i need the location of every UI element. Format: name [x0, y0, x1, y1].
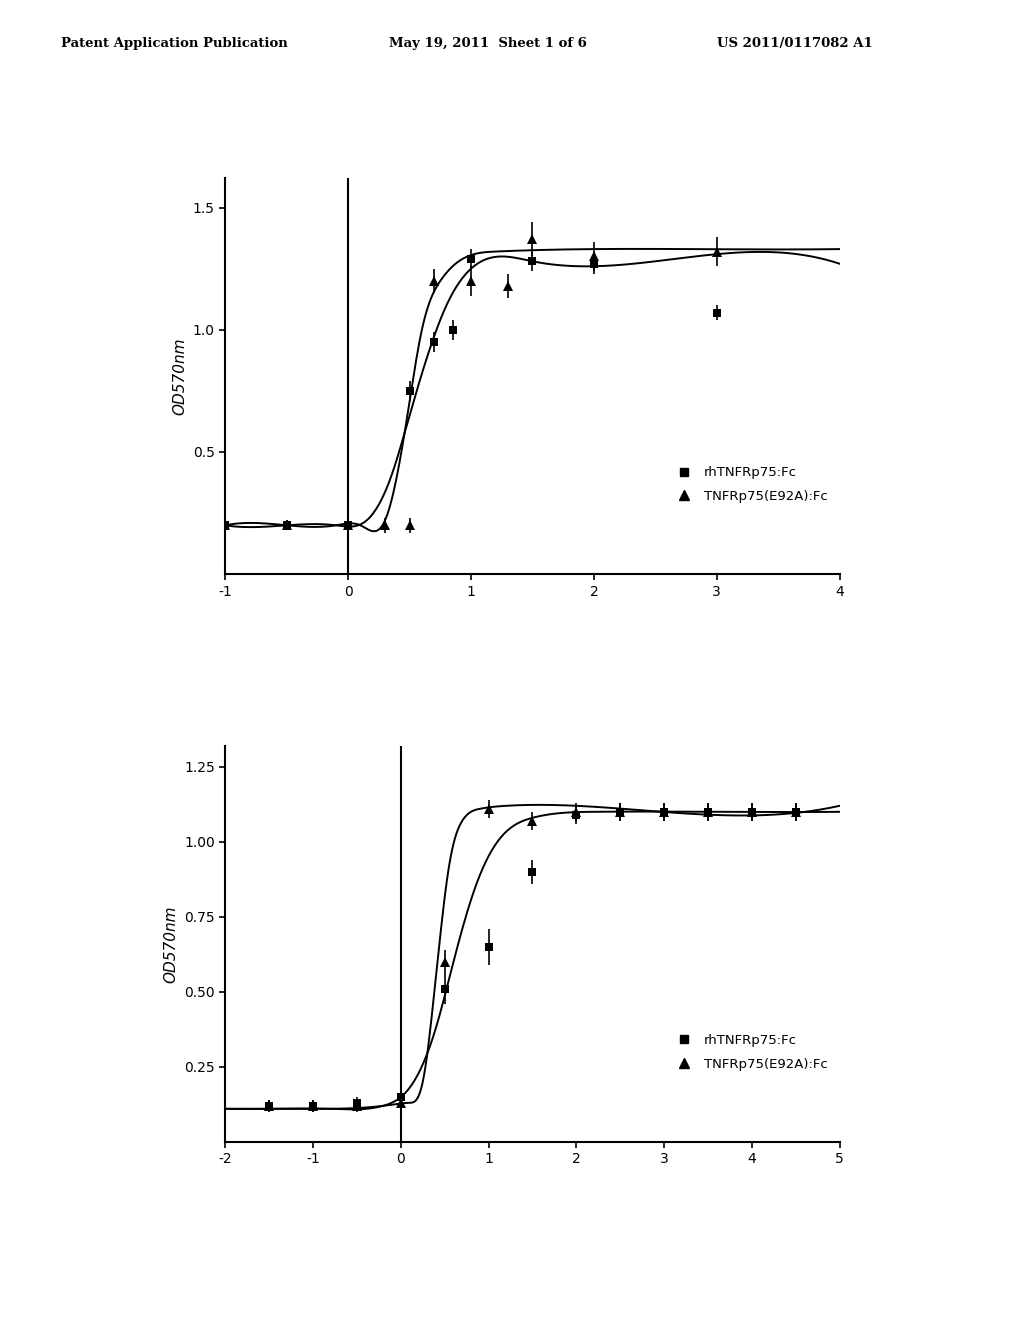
Y-axis label: OD570nm: OD570nm [164, 906, 178, 982]
Text: US 2011/0117082 A1: US 2011/0117082 A1 [717, 37, 872, 50]
Text: May 19, 2011  Sheet 1 of 6: May 19, 2011 Sheet 1 of 6 [389, 37, 587, 50]
Y-axis label: OD570nm: OD570nm [172, 338, 187, 414]
Text: Patent Application Publication: Patent Application Publication [61, 37, 288, 50]
Legend: rhTNFRp75:Fc, TNFRp75(E92A):Fc: rhTNFRp75:Fc, TNFRp75(E92A):Fc [666, 1028, 834, 1076]
Legend: rhTNFRp75:Fc, TNFRp75(E92A):Fc: rhTNFRp75:Fc, TNFRp75(E92A):Fc [666, 461, 834, 508]
